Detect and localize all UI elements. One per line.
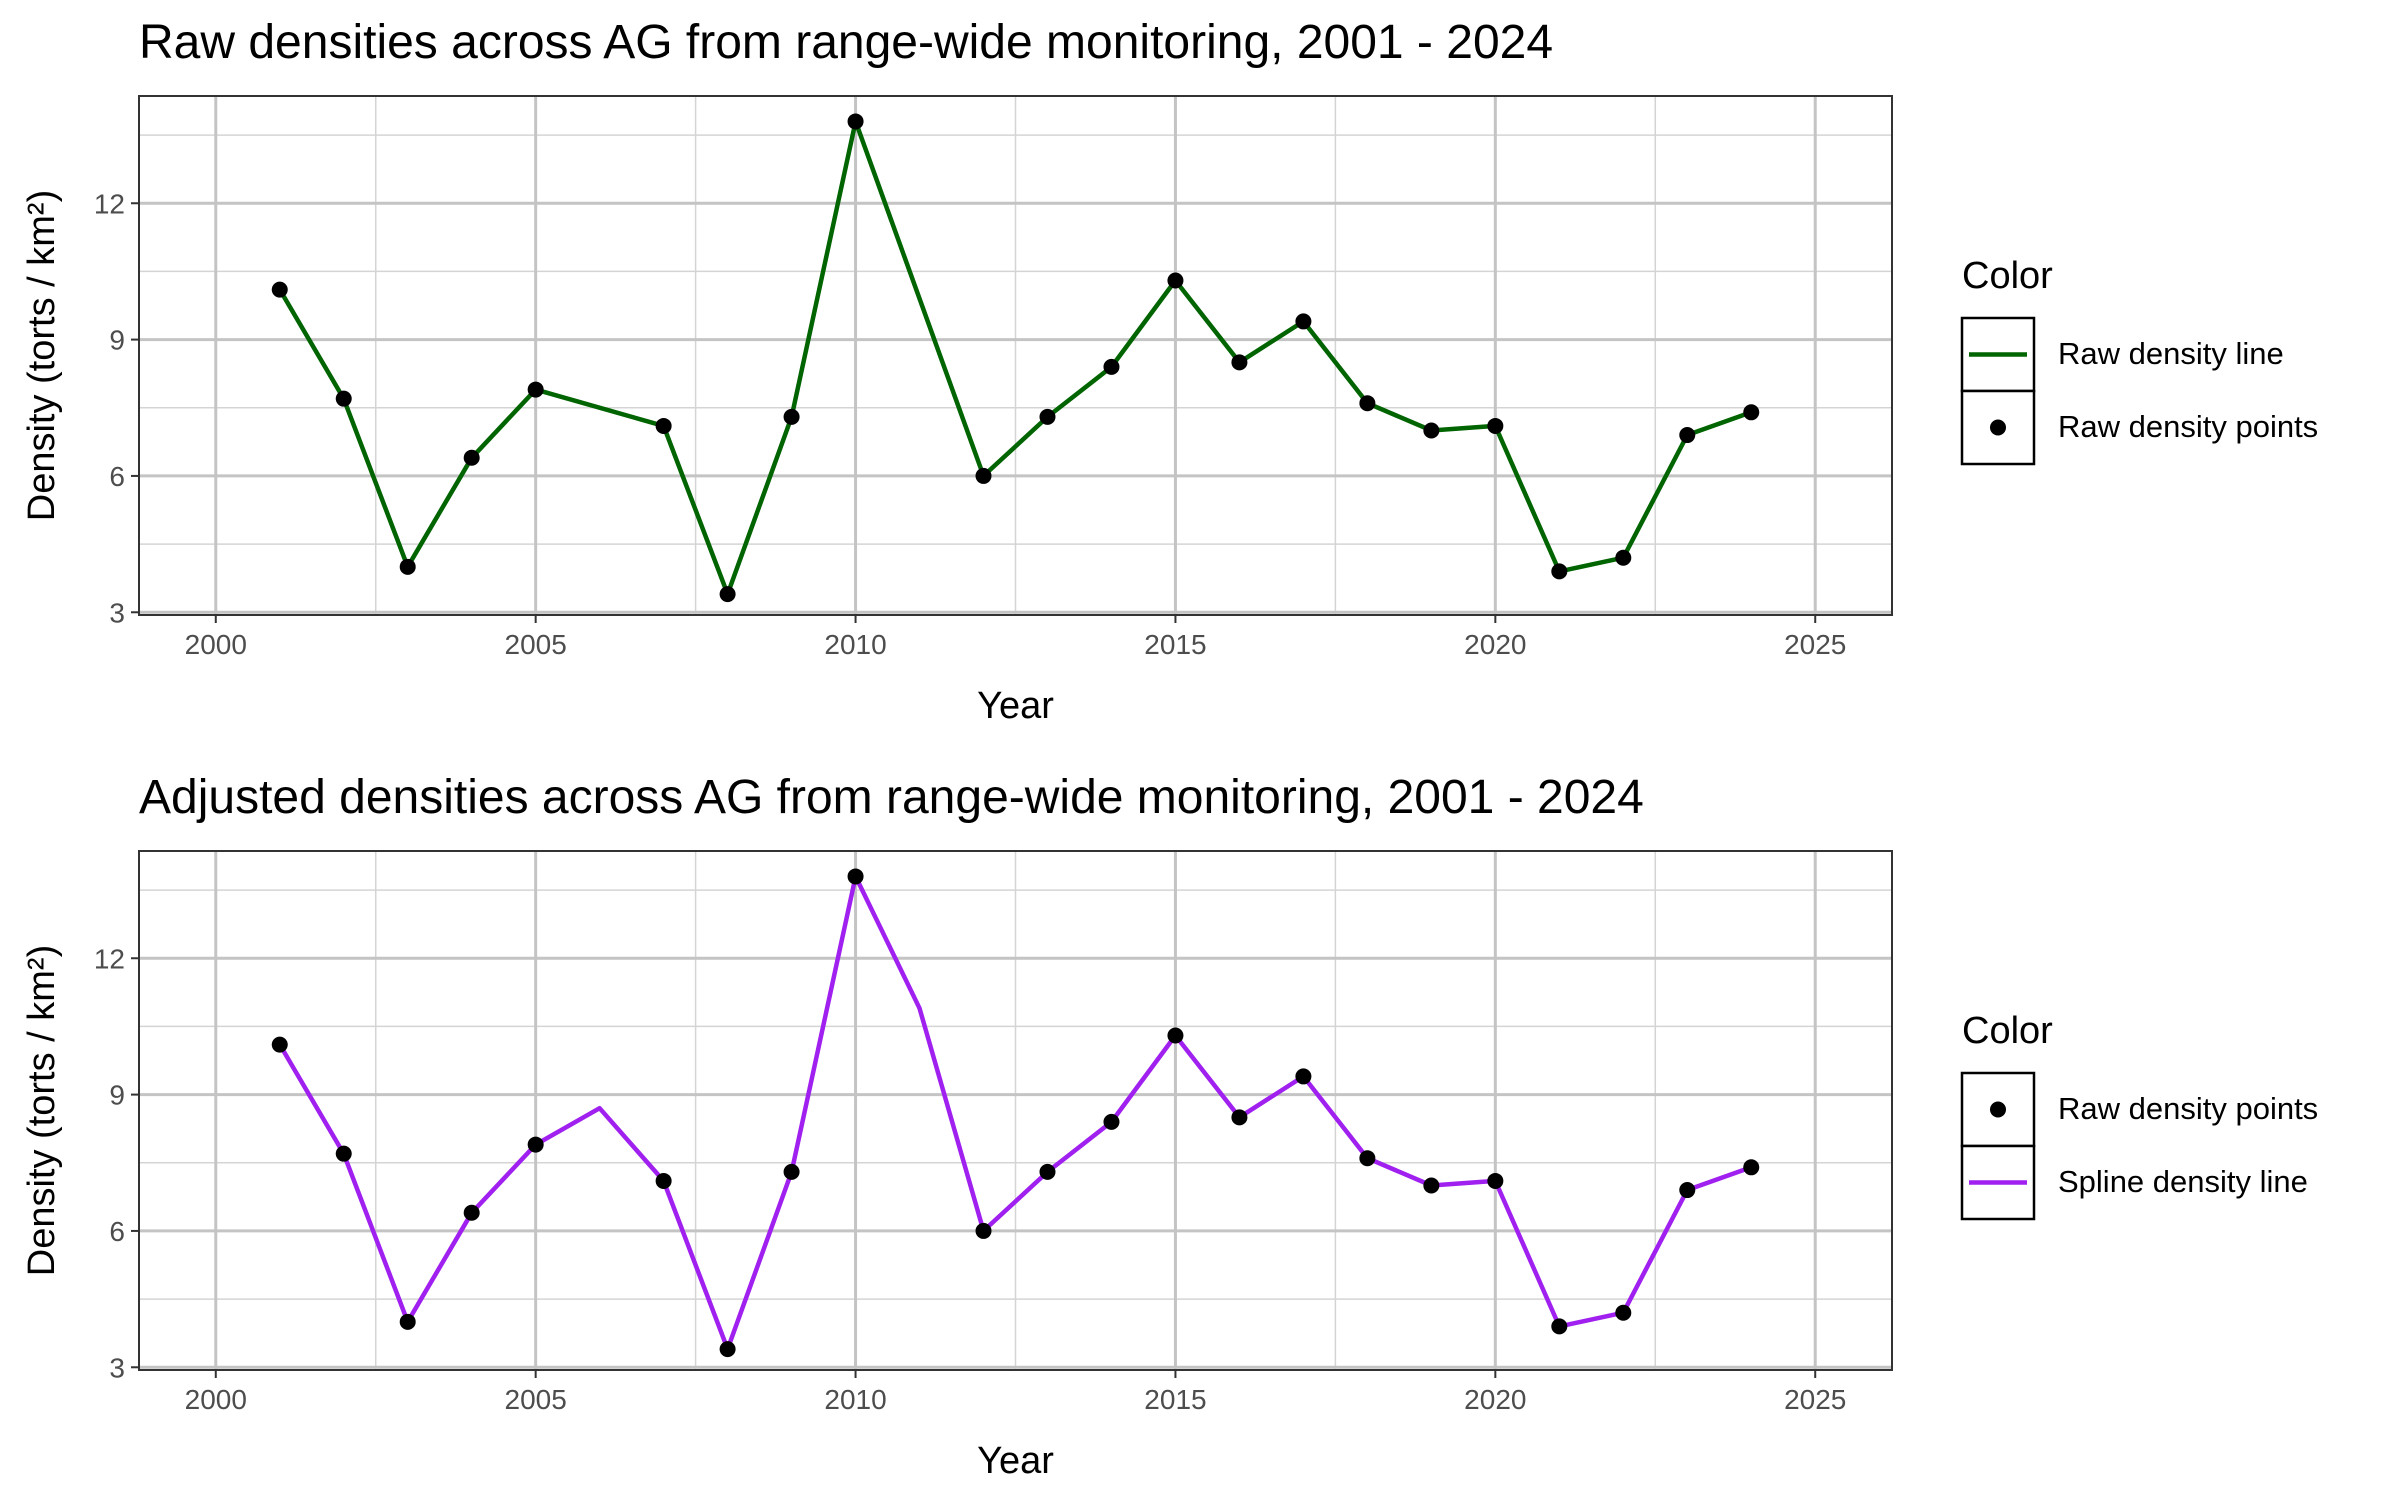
chart-title: Raw densities across AG from range-wide …	[139, 16, 1553, 69]
y-axis-title: Density (torts / km²)	[21, 945, 63, 1276]
legend-label: Spline density line	[2058, 1164, 2308, 1199]
data-point	[1679, 1182, 1696, 1199]
data-point	[463, 1204, 480, 1221]
data-point	[1487, 1172, 1504, 1189]
x-tick-label: 2015	[1144, 1384, 1206, 1415]
data-point	[1743, 1159, 1760, 1176]
chart-panel-1: Raw densities across AG from range-wide …	[21, 16, 2318, 727]
data-point	[399, 1313, 416, 1330]
data-point	[975, 1222, 992, 1239]
legend: Color Raw density line Raw density points	[1960, 255, 2318, 466]
legend-label: Raw density points	[2058, 1091, 2318, 1126]
data-point	[335, 390, 352, 407]
legend-key-point	[1990, 1101, 2006, 1118]
data-point	[1359, 1150, 1376, 1167]
data-point	[847, 868, 864, 885]
data-point	[1103, 1113, 1120, 1130]
data-point	[719, 1341, 736, 1358]
data-point	[655, 1172, 672, 1189]
x-tick-label: 2005	[505, 1384, 567, 1415]
chart-panel-2: Adjusted densities across AG from range-…	[21, 771, 2318, 1482]
data-point	[1167, 272, 1184, 289]
series-line-1	[277, 119, 1752, 597]
x-tick-label: 2010	[824, 1384, 886, 1415]
data-point	[527, 1136, 544, 1153]
chart-title: Adjusted densities across AG from range-…	[139, 771, 1644, 824]
data-point	[783, 408, 800, 425]
data-point	[1039, 408, 1056, 425]
data-point	[1487, 417, 1504, 434]
x-tick-label: 2020	[1464, 629, 1526, 660]
data-point	[1423, 422, 1440, 439]
data-point	[1359, 395, 1376, 412]
data-point	[1295, 1068, 1312, 1085]
data-point	[1615, 1304, 1632, 1321]
data-point	[527, 381, 544, 398]
x-tick-label: 2000	[185, 1384, 247, 1415]
data-point	[719, 586, 736, 603]
data-point	[1231, 1109, 1248, 1126]
data-point	[335, 1145, 352, 1162]
plot-border	[138, 850, 1893, 1371]
data-point	[1551, 563, 1568, 580]
data-point	[1679, 427, 1696, 444]
y-tick-label: 9	[109, 325, 125, 356]
x-tick-label: 2010	[824, 629, 886, 660]
x-tick-label: 2025	[1784, 1384, 1846, 1415]
plot-border	[138, 95, 1893, 616]
y-tick-label: 3	[109, 597, 125, 628]
data-point	[1423, 1177, 1440, 1194]
data-point	[1039, 1163, 1056, 1180]
data-point	[1743, 404, 1760, 421]
data-point	[847, 113, 864, 130]
x-axis-title: Year	[977, 1440, 1054, 1482]
y-tick-label: 3	[109, 1352, 125, 1383]
x-tick-label: 2000	[185, 629, 247, 660]
data-point	[975, 467, 992, 484]
data-point	[1167, 1027, 1184, 1044]
data-point	[271, 1036, 288, 1053]
data-point	[1551, 1318, 1568, 1335]
data-point	[1103, 358, 1120, 375]
data-point	[655, 417, 672, 434]
legend: Color Raw density points Spline density li…	[1960, 1010, 2318, 1221]
data-point	[1231, 354, 1248, 371]
legend-key-point	[1990, 419, 2006, 436]
y-tick-label: 12	[94, 943, 125, 974]
y-tick-label: 12	[94, 188, 125, 219]
series-line-1	[277, 874, 1752, 1352]
x-axis-title: Year	[977, 685, 1054, 727]
y-tick-label: 6	[109, 461, 125, 492]
x-tick-label: 2020	[1464, 1384, 1526, 1415]
y-tick-label: 6	[109, 1216, 125, 1247]
data-point	[399, 558, 416, 575]
data-point	[1295, 313, 1312, 330]
legend-title: Color	[1962, 1010, 2053, 1052]
legend-title: Color	[1962, 255, 2053, 297]
data-point	[783, 1163, 800, 1180]
data-point	[463, 449, 480, 466]
y-axis-title: Density (torts / km²)	[21, 190, 63, 521]
x-tick-label: 2025	[1784, 629, 1846, 660]
legend-label: Raw density points	[2058, 409, 2318, 444]
data-point	[271, 281, 288, 298]
x-tick-label: 2005	[505, 629, 567, 660]
y-tick-label: 9	[109, 1080, 125, 1111]
data-point	[1615, 549, 1632, 566]
legend-label: Raw density line	[2058, 336, 2284, 371]
x-tick-label: 2015	[1144, 629, 1206, 660]
